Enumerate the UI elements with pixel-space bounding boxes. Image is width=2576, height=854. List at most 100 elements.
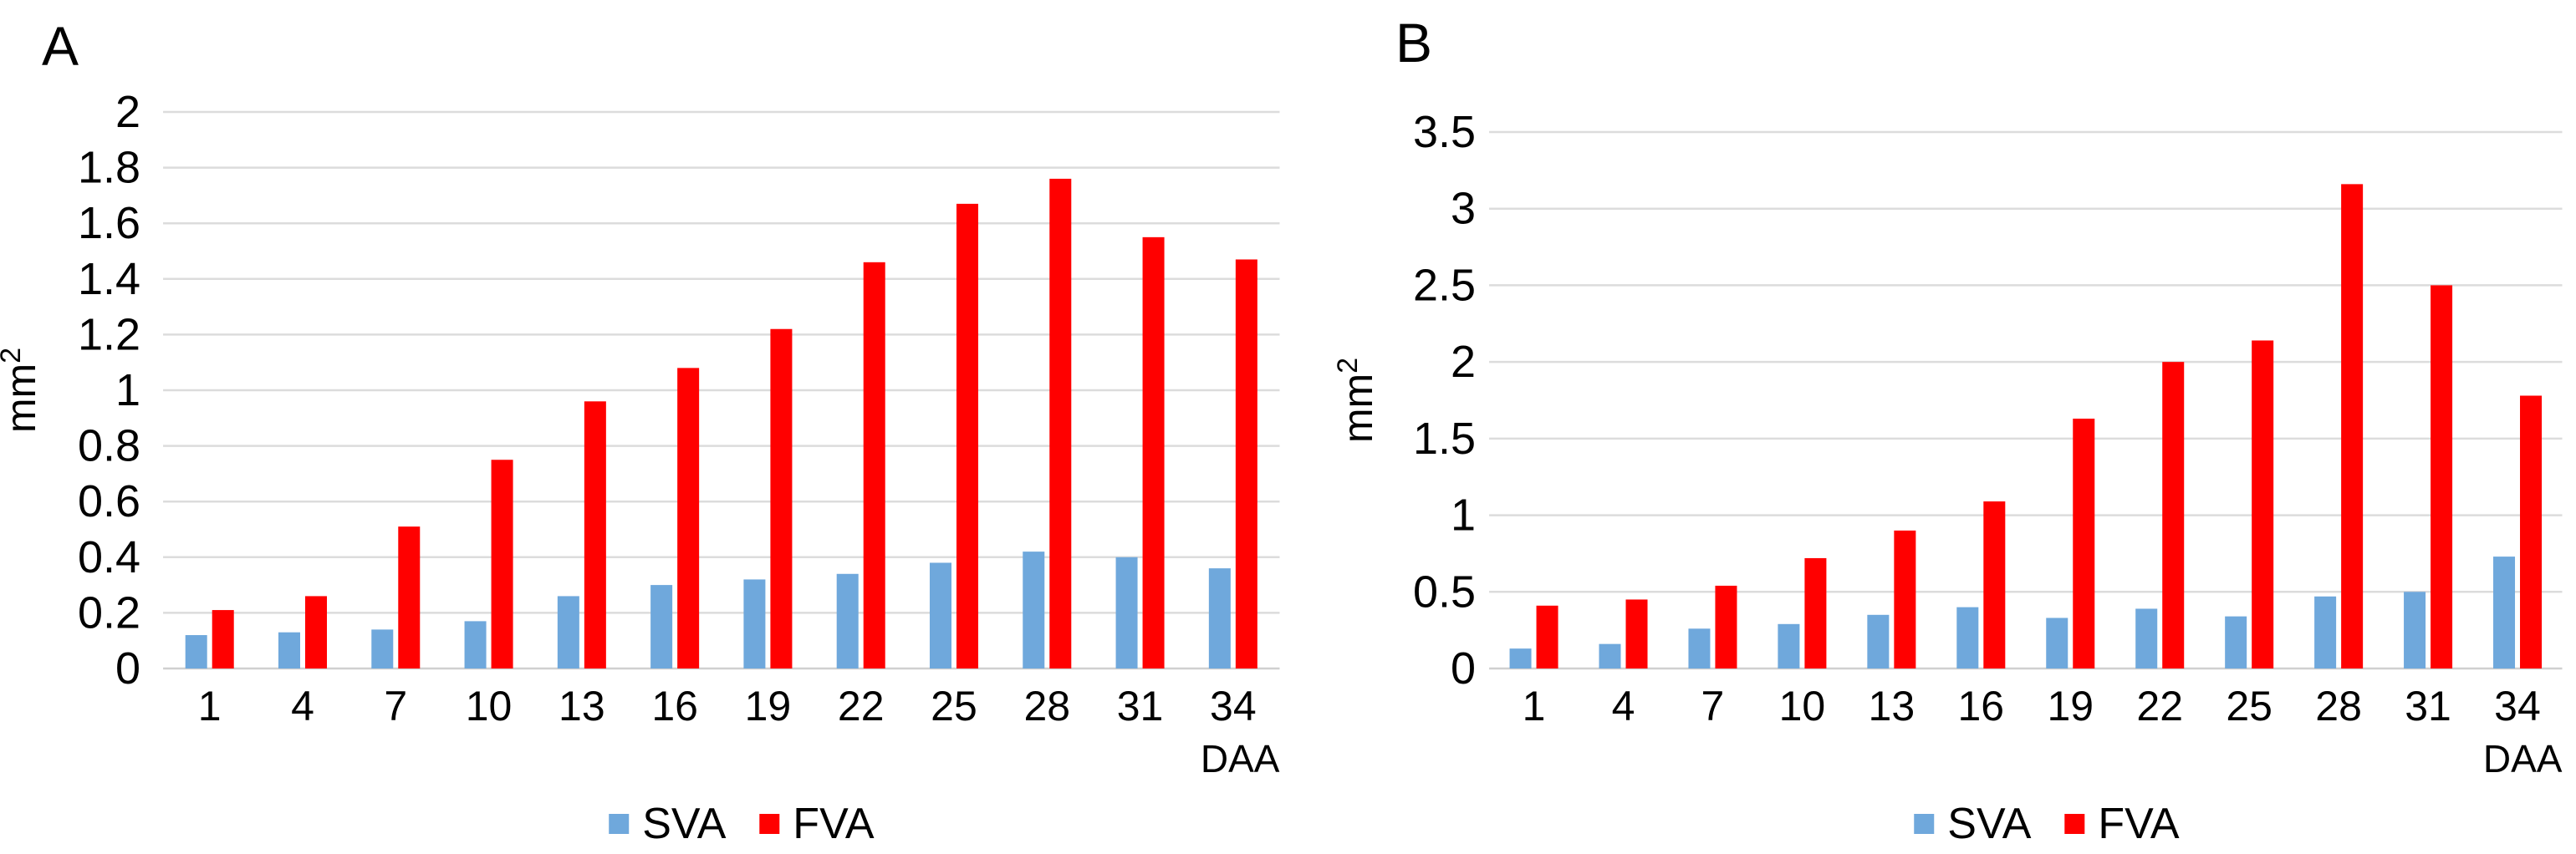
bar-fva-7 (398, 526, 421, 668)
bar-sva-31 (1115, 557, 1138, 668)
legend-label-sva: SVA (642, 800, 727, 848)
bar-sva-28 (2313, 596, 2336, 668)
y-tick-label: 0 (1451, 643, 1476, 694)
bar-sva-28 (1023, 552, 1045, 668)
bar-sva-22 (836, 573, 859, 668)
legend-label-sva: SVA (1947, 800, 2032, 848)
bar-fva-19 (770, 328, 793, 668)
x-tick-label: 25 (931, 683, 977, 729)
panel-label: B (1395, 12, 1432, 74)
bar-fva-13 (1893, 530, 1915, 668)
bar-sva-13 (1866, 614, 1889, 668)
bar-fva-7 (1714, 585, 1737, 668)
x-tick-label: 25 (2226, 683, 2272, 729)
panel-label: A (42, 15, 79, 77)
legend-swatch-fva (2063, 814, 2084, 834)
x-tick-label: 10 (1778, 683, 1825, 729)
chart-b-svg: B 0 0.5 1 1.5 2 2.5 3 3.5 1 4 7 10 13 16 19 22 25 28 31 34 DA… (1332, 12, 2563, 848)
bar-fva-25 (956, 203, 979, 668)
x-tick-label: 16 (1957, 683, 2004, 729)
y-tick-label: 1.8 (78, 143, 140, 193)
bar-sva-1 (185, 635, 207, 668)
bar-fva-16 (677, 368, 700, 668)
bar-sva-31 (2403, 592, 2426, 668)
chart-a-svg: A 00.20.4 0.60.8 1 1.21.4 1.61.8 2 1 4 7 10 13 16 19 2… (0, 15, 1280, 848)
y-tick-label: 2.5 (1412, 260, 1475, 310)
x-tick-label: 19 (2047, 683, 2094, 729)
y-tick-label: 0.2 (78, 587, 140, 638)
bar-fva-16 (1982, 501, 2005, 668)
y-tick-label: 2 (115, 87, 140, 137)
bar-sva-34 (2492, 557, 2515, 668)
bar-sva-34 (1208, 568, 1231, 668)
bar-sva-25 (929, 562, 951, 668)
bar-sva-1 (1509, 648, 1532, 668)
x-tick-label: 22 (838, 683, 885, 729)
x-tick-label: 19 (745, 683, 792, 729)
chart-panel-b: B 0 0.5 1 1.5 2 2.5 3 3.5 1 4 7 10 13 16 19 22 25 28 31 34 DA… (1288, 0, 2576, 854)
bar-fva-34 (1235, 259, 1257, 668)
y-tick-label: 0.6 (78, 476, 140, 526)
bar-sva-22 (2135, 608, 2157, 668)
y-tick-label: 3.5 (1412, 107, 1475, 157)
x-tick-label: 13 (1868, 683, 1915, 729)
bar-fva-10 (1803, 557, 1826, 668)
bar-sva-7 (1687, 628, 1710, 668)
x-tick-label: 10 (466, 683, 513, 729)
bar-sva-10 (464, 621, 487, 668)
x-tick-label: 28 (2315, 683, 2362, 729)
y-tick-label: 0 (115, 643, 140, 694)
bar-sva-4 (278, 632, 300, 668)
bar-fva-31 (2430, 285, 2452, 668)
bar-fva-22 (2161, 362, 2184, 668)
bar-fva-22 (863, 262, 885, 668)
legend-swatch-sva (1913, 814, 1934, 834)
bar-fva-28 (2340, 184, 2363, 668)
chart-panel-a: A 0 0.2 0.4 0.6 0.8 1 1.2 1.4 1.6 1.8 2 1 4 7 10 13 16 19 2… (0, 15, 1280, 848)
x-tick-label: 28 (1023, 683, 1070, 729)
x-tick-label: 7 (1701, 683, 1724, 729)
y-tick-label: 1 (115, 365, 140, 415)
y-tick-label: 1.5 (1412, 414, 1475, 464)
bar-sva-16 (1956, 607, 1978, 668)
y-tick-label: 2 (1451, 337, 1476, 387)
y-tick-label: 0.8 (78, 421, 140, 471)
bar-fva-4 (304, 596, 328, 668)
legend-swatch-sva (609, 814, 630, 834)
x-tick-label: 4 (1611, 683, 1635, 729)
y-tick-label: 1 (1451, 491, 1476, 541)
bar-fva-1 (1536, 605, 1558, 668)
x-tick-label: 4 (291, 683, 314, 729)
bar-sva-7 (371, 629, 394, 668)
bar-fva-19 (2072, 419, 2094, 668)
bar-sva-4 (1598, 643, 1621, 668)
y-tick-label: 3 (1451, 184, 1476, 234)
bar-fva-1 (212, 610, 234, 668)
x-tick-label: 34 (1210, 683, 1257, 729)
y-tick-label: 0.4 (78, 532, 140, 582)
x-axis-title: DAA (2482, 737, 2562, 780)
x-tick-label: 34 (2494, 683, 2541, 729)
y-tick-label: 0.5 (1412, 567, 1475, 617)
y-axis-title: mm2 (0, 348, 44, 433)
y-tick-label: 1.6 (78, 198, 140, 248)
x-axis-title: DAA (1201, 737, 1280, 780)
bar-fva-34 (2519, 395, 2542, 668)
y-axis-title: mm2 (1332, 358, 1381, 443)
x-tick-label: 1 (198, 683, 222, 729)
bar-sva-10 (1777, 623, 1799, 668)
bar-sva-16 (650, 585, 673, 668)
bar-fva-31 (1142, 236, 1165, 669)
legend-swatch-fva (759, 814, 780, 834)
x-tick-label: 31 (2405, 683, 2451, 729)
bar-fva-28 (1049, 178, 1072, 669)
bar-sva-19 (2045, 618, 2068, 668)
x-tick-label: 7 (384, 683, 407, 729)
x-tick-label: 13 (559, 683, 605, 729)
x-tick-label: 16 (651, 683, 698, 729)
bar-sva-13 (557, 596, 579, 668)
legend-label-fva: FVA (793, 800, 875, 848)
bar-fva-13 (584, 401, 606, 668)
bar-fva-25 (2251, 340, 2273, 668)
